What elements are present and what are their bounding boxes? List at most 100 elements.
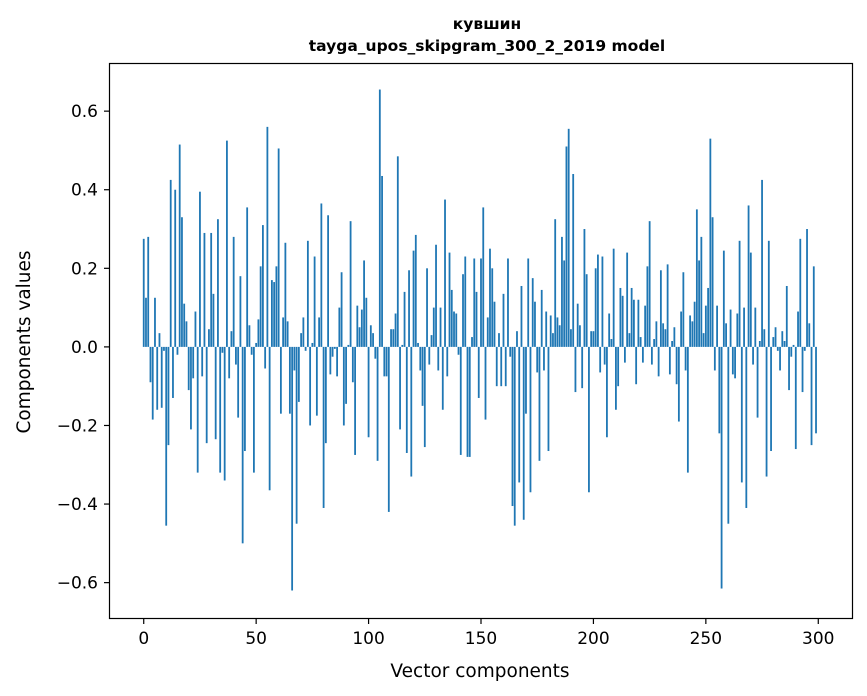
bar-215 — [626, 252, 629, 347]
bar-26 — [201, 346, 204, 377]
bar-53 — [262, 225, 264, 347]
bar-148 — [475, 291, 478, 347]
bar-134 — [444, 199, 446, 347]
bar-248 — [700, 236, 703, 347]
bar-260 — [727, 346, 730, 524]
y-tick-label: −0.2 — [57, 416, 98, 436]
y-tick-label: 0.4 — [71, 181, 98, 201]
bar-198 — [588, 346, 590, 493]
bar-159 — [500, 346, 503, 387]
bar-210 — [615, 346, 617, 410]
bar-272 — [754, 307, 757, 347]
bar-279 — [770, 346, 772, 452]
bar-244 — [691, 321, 694, 347]
bar-62 — [282, 317, 285, 347]
bar-7 — [158, 333, 161, 347]
bar-165 — [513, 346, 516, 526]
bar-41 — [235, 346, 237, 365]
bar-236 — [673, 327, 676, 347]
bar-114 — [399, 346, 401, 430]
bar-291 — [797, 311, 799, 347]
bar-259 — [725, 323, 727, 347]
bar-67 — [293, 346, 296, 371]
bar-269 — [747, 205, 750, 347]
bar-8 — [160, 346, 163, 408]
bar-149 — [477, 346, 480, 398]
bar-288 — [790, 346, 793, 357]
bar-169 — [522, 346, 525, 520]
bar-104 — [376, 346, 379, 461]
bar-85 — [333, 346, 336, 349]
bar-284 — [781, 331, 784, 347]
bar-13 — [172, 346, 174, 398]
bar-27 — [203, 232, 206, 347]
bar-52 — [259, 266, 262, 347]
bar-89 — [342, 346, 345, 426]
bar-209 — [612, 248, 615, 347]
bar-77 — [315, 346, 318, 416]
bar-35 — [221, 346, 224, 353]
bar-18 — [183, 303, 186, 347]
bar-282 — [776, 346, 779, 351]
bar-57 — [270, 280, 273, 347]
bar-160 — [502, 293, 505, 347]
bar-138 — [453, 311, 455, 347]
bar-277 — [765, 346, 768, 477]
bar-82 — [327, 215, 329, 347]
bar-139 — [455, 313, 458, 347]
bar-289 — [792, 344, 795, 347]
x-tick-label: 50 — [245, 629, 267, 649]
bar-201 — [594, 268, 597, 347]
bar-14 — [174, 189, 177, 347]
bar-88 — [340, 272, 343, 347]
bar-257 — [720, 346, 723, 589]
bar-168 — [520, 285, 523, 347]
bar-97 — [360, 309, 363, 347]
bar-176 — [538, 346, 541, 461]
bar-250 — [704, 305, 707, 347]
bar-143 — [464, 256, 467, 347]
bar-204 — [601, 256, 604, 347]
bar-299 — [815, 346, 817, 434]
bar-166 — [516, 331, 518, 347]
bar-38 — [228, 346, 231, 379]
bar-127 — [428, 346, 431, 365]
bar-188 — [565, 146, 568, 347]
bar-105 — [378, 89, 381, 347]
bar-157 — [495, 346, 498, 387]
bar-37 — [226, 140, 228, 347]
bar-197 — [585, 274, 588, 347]
bar-69 — [297, 346, 300, 402]
bar-25 — [199, 191, 201, 347]
bar-56 — [268, 346, 271, 491]
bar-129 — [432, 307, 435, 347]
bar-107 — [383, 346, 386, 377]
bar-124 — [421, 346, 424, 406]
bar-293 — [801, 346, 804, 393]
bar-3 — [149, 346, 152, 383]
bar-136 — [448, 252, 451, 347]
bar-119 — [410, 346, 413, 477]
bar-131 — [437, 346, 440, 371]
bar-110 — [390, 329, 392, 347]
bar-216 — [628, 333, 631, 347]
bar-230 — [659, 270, 662, 347]
bar-240 — [682, 272, 685, 347]
bar-294 — [803, 346, 806, 351]
bar-241 — [684, 346, 687, 371]
bar-158 — [498, 333, 500, 347]
x-tick-label: 150 — [465, 629, 497, 649]
bar-229 — [657, 346, 660, 377]
bar-120 — [412, 250, 415, 347]
bar-285 — [783, 341, 786, 347]
bar-32 — [214, 346, 217, 440]
bar-163 — [509, 346, 512, 357]
bar-167 — [518, 346, 521, 483]
bar-123 — [419, 346, 422, 371]
plot-frame — [108, 62, 854, 620]
bar-256 — [718, 346, 721, 434]
bar-71 — [302, 317, 305, 347]
bar-61 — [279, 346, 282, 414]
bar-6 — [156, 346, 159, 410]
bar-181 — [549, 315, 552, 347]
